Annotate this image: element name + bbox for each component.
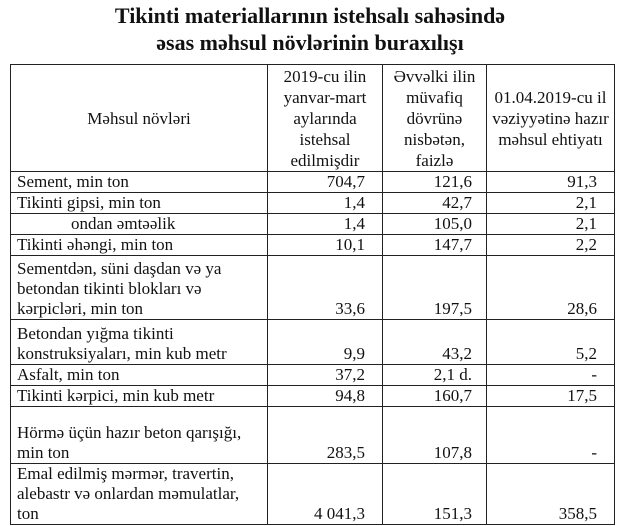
product-name: Hörmə üçün hazır beton qarışığı, min ton (10, 406, 268, 464)
percent-value: 107,8 (382, 406, 487, 464)
produced-value: 10,1 (267, 234, 383, 256)
stock-value: 5,2 (486, 319, 615, 365)
table-row: Tikinti kərpici, min kub metr 94,8 160,7 17… (10, 385, 615, 407)
produced-value: 94,8 (267, 385, 383, 407)
stock-value: 28,6 (486, 255, 615, 320)
table-row: Hörmə üçün hazır beton qarışığı, min ton… (10, 406, 615, 464)
produced-value: 1,4 (267, 192, 383, 214)
stock-value: 358,5 (486, 463, 615, 525)
produced-value: 704,7 (267, 171, 383, 193)
product-name: Tikinti kərpici, min kub metr (10, 385, 268, 407)
produced-value: 9,9 (267, 319, 383, 365)
product-name: Emal edilmiş mərmər, travertin, alebastr… (10, 463, 268, 525)
percent-value: 43,2 (382, 319, 487, 365)
table-row: Tikinti əhəngi, min ton 10,1 147,7 2,2 (10, 234, 615, 256)
production-table: Məhsul növləri 2019-cu ilin yanvar-mart … (10, 64, 615, 525)
table-row: Tikinti gipsi, min ton 1,4 42,7 2,1 (10, 192, 615, 214)
percent-value: 151,3 (382, 463, 487, 525)
product-name: Asfalt, min ton (10, 364, 268, 386)
table-row: Sement, min ton 704,7 121,6 91,3 (10, 171, 615, 193)
product-name: Tikinti gipsi, min ton (10, 192, 268, 214)
table-row: Asfalt, min ton 37,2 2,1 d. - (10, 364, 615, 386)
produced-value: 1,4 (267, 213, 383, 235)
title-line-2: əsas məhsul növlərinin buraxılışı (156, 30, 464, 55)
percent-value: 197,5 (382, 255, 487, 320)
stock-value: 91,3 (486, 171, 615, 193)
stock-value: 2,1 (486, 192, 615, 214)
header-row: Məhsul növləri 2019-cu ilin yanvar-mart … (10, 64, 615, 172)
produced-value: 4 041,3 (267, 463, 383, 525)
product-name: Sement, min ton (10, 171, 268, 193)
percent-value: 105,0 (382, 213, 487, 235)
table-row: Sementdən, süni daşdan və ya betondan ti… (10, 255, 615, 320)
percent-value: 2,1 d. (382, 364, 487, 386)
product-name: Betondan yığma tikinti konstruksiyaları,… (10, 319, 268, 365)
document-title: Tikinti materiallarının istehsalı sahəsi… (0, 2, 620, 56)
table-row: Emal edilmiş mərmər, travertin, alebastr… (10, 463, 615, 525)
header-product: Məhsul növləri (10, 64, 268, 172)
stock-value: - (486, 406, 615, 464)
stock-value: - (486, 364, 615, 386)
percent-value: 42,7 (382, 192, 487, 214)
stock-value: 2,1 (486, 213, 615, 235)
table-row: Betondan yığma tikinti konstruksiyaları,… (10, 319, 615, 365)
header-percent: Əvvəlki ilin müvafiq dövrünə nisbətən, f… (382, 64, 487, 172)
header-stock: 01.04.2019-cu il vəziyyətinə hazır məhsu… (486, 64, 615, 172)
product-name: ondan əmtəəlik (10, 213, 268, 235)
percent-value: 147,7 (382, 234, 487, 256)
product-name: Tikinti əhəngi, min ton (10, 234, 268, 256)
table-row: ondan əmtəəlik 1,4 105,0 2,1 (10, 213, 615, 235)
product-name: Sementdən, süni daşdan və ya betondan ti… (10, 255, 268, 320)
produced-value: 33,6 (267, 255, 383, 320)
percent-value: 121,6 (382, 171, 487, 193)
stock-value: 2,2 (486, 234, 615, 256)
stock-value: 17,5 (486, 385, 615, 407)
title-line-1: Tikinti materiallarının istehsalı sahəsi… (114, 3, 506, 28)
header-produced: 2019-cu ilin yanvar-mart aylarında isteh… (267, 64, 383, 172)
produced-value: 37,2 (267, 364, 383, 386)
percent-value: 160,7 (382, 385, 487, 407)
produced-value: 283,5 (267, 406, 383, 464)
